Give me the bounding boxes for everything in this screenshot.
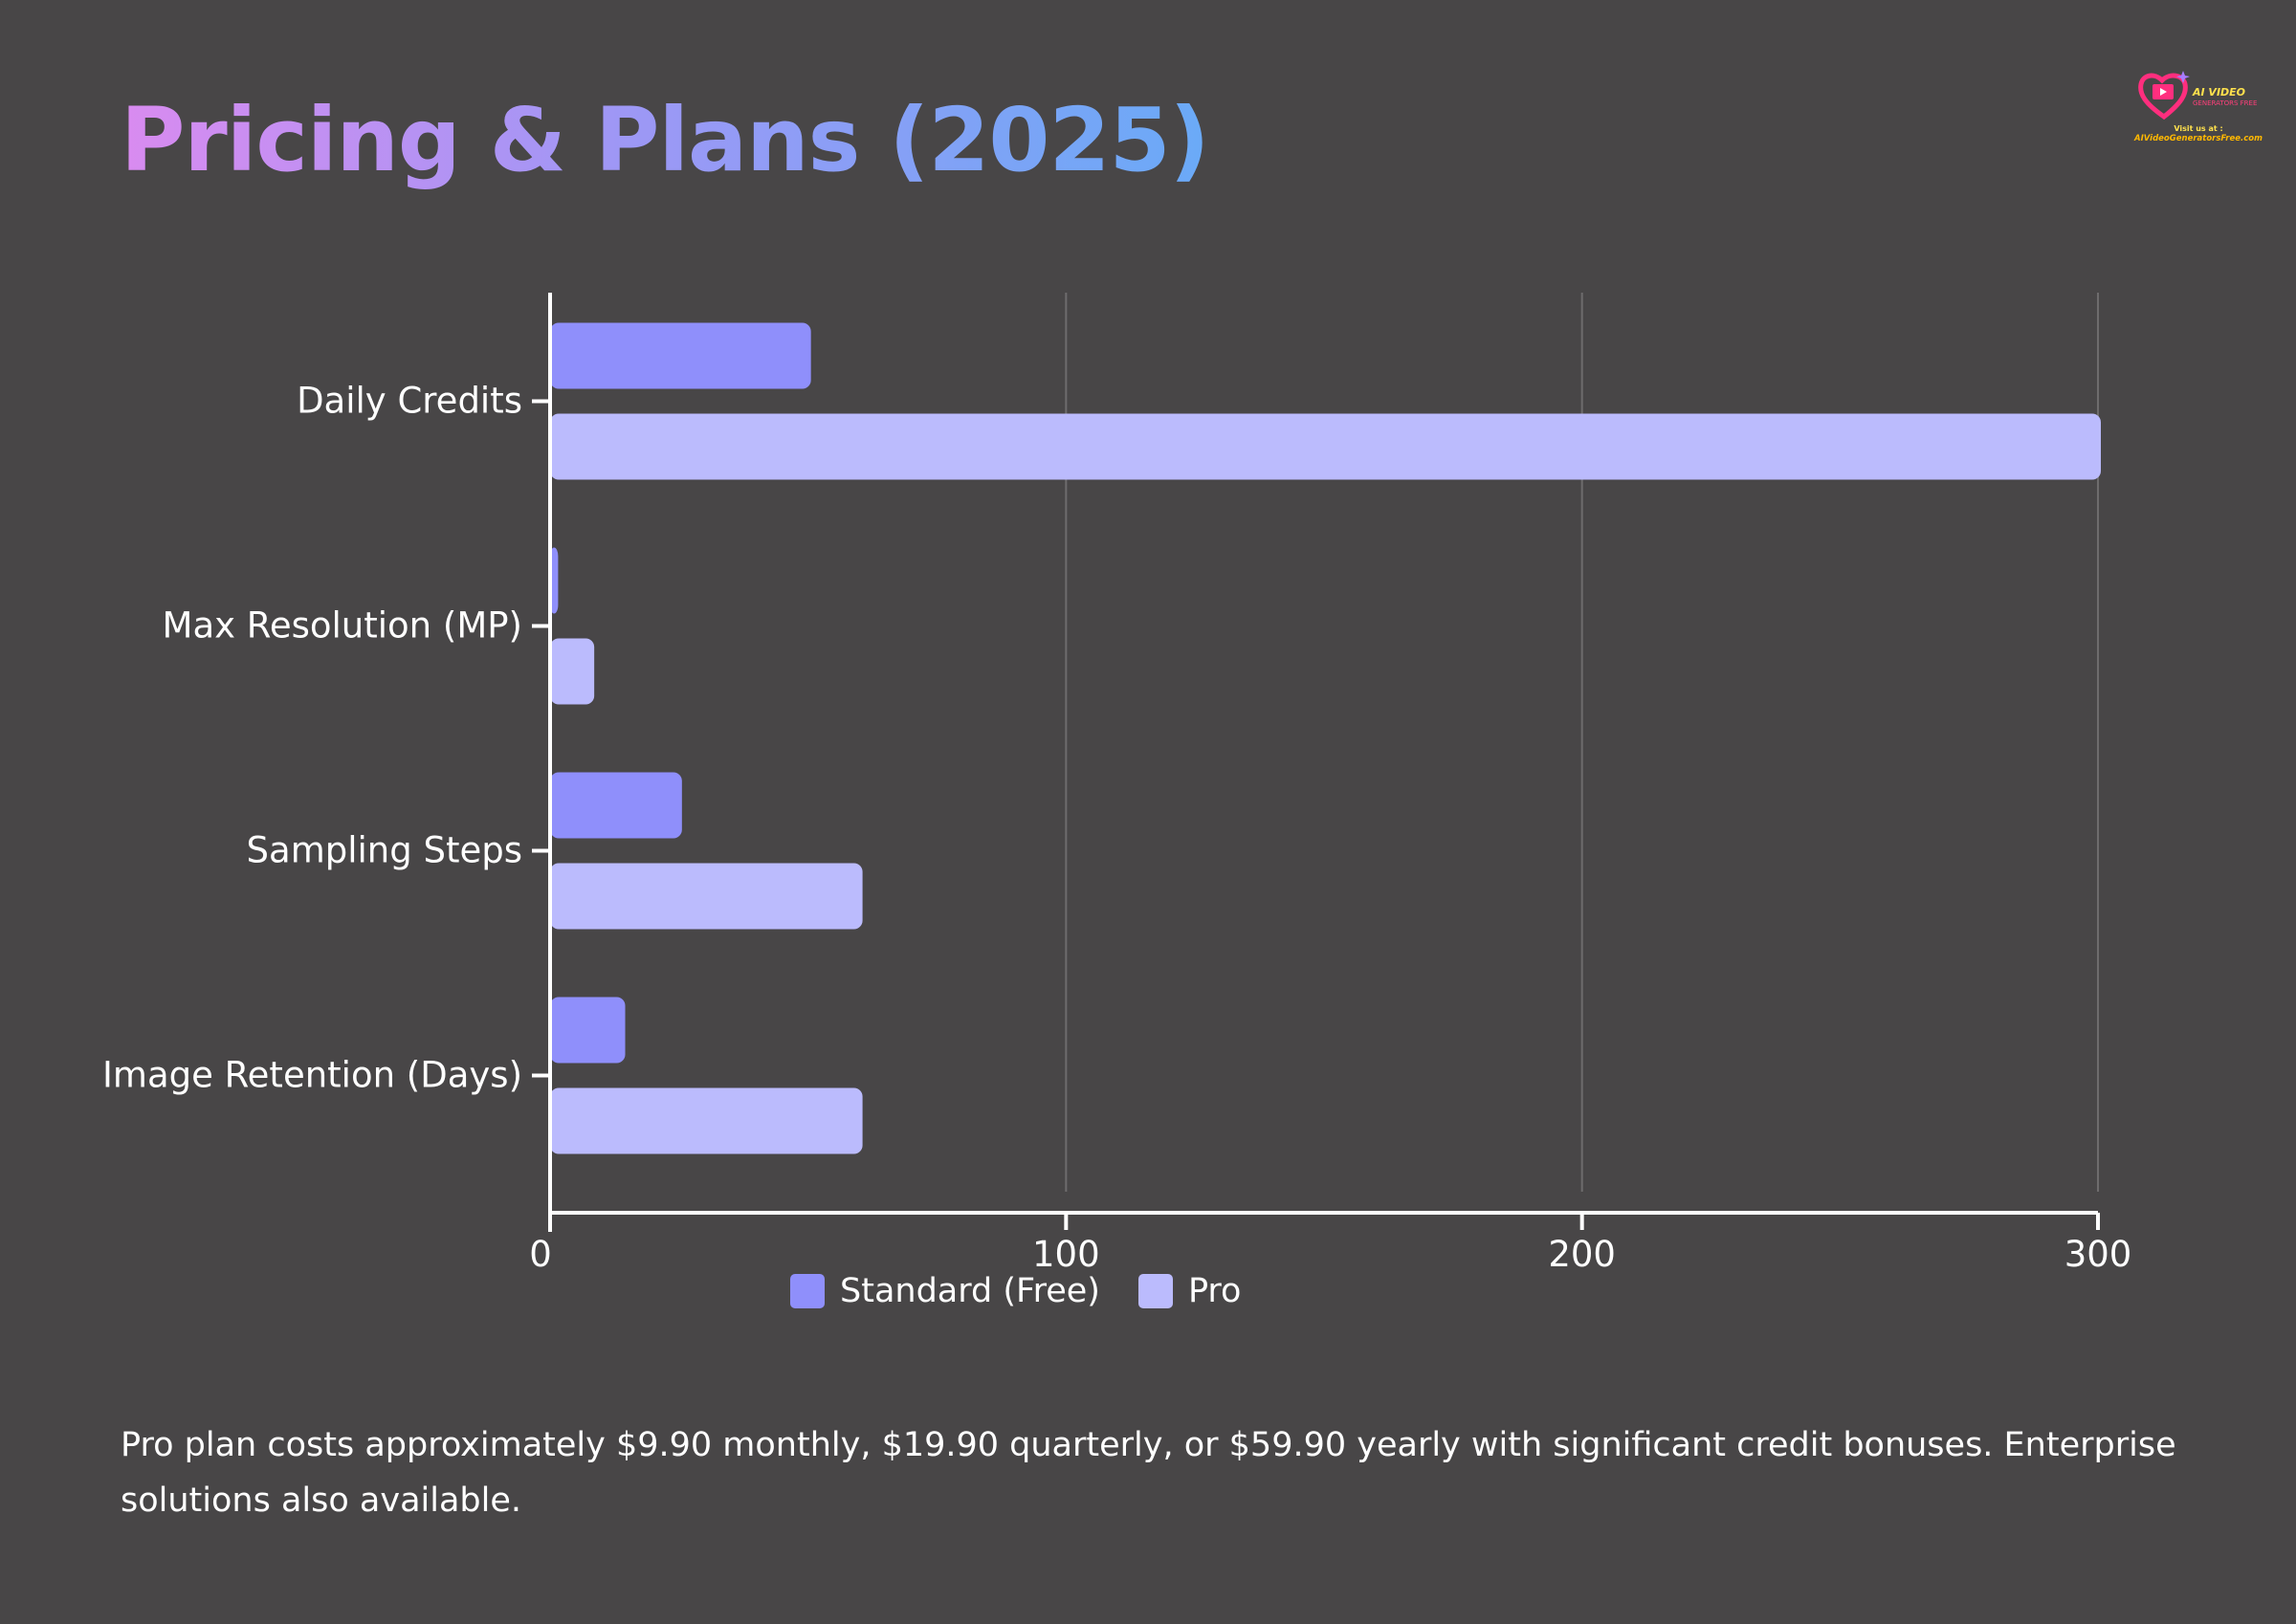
y-tick-label: Image Retention (Days) [102, 1055, 522, 1096]
bar-pro [550, 638, 595, 705]
legend-item-standard[interactable]: Standard (Free) [790, 1272, 1100, 1310]
legend-item-pro[interactable]: Pro [1137, 1272, 1242, 1310]
bar-standard [550, 772, 682, 839]
logo-line1: AI VIDEO [2193, 86, 2246, 99]
logo-line2: GENERATORS FREE [2193, 99, 2258, 107]
bar-standard [550, 997, 626, 1064]
y-tick-label: Max Resolution (MP) [163, 605, 522, 647]
logo-heart-icon [2138, 71, 2190, 121]
chart-legend: Standard (Free) Pro [790, 1272, 1241, 1310]
bar-pro [550, 1087, 863, 1154]
pricing-footnote: Pro plan costs approximately $9.90 month… [121, 1426, 2176, 1520]
bar-pro [550, 863, 863, 930]
legend-swatch-pro [1137, 1274, 1173, 1308]
x-tick-label: 100 [1032, 1234, 1100, 1275]
legend-label-pro: Pro [1187, 1272, 1242, 1310]
logo-url: AIVideoGeneratorsFree.com [2134, 134, 2263, 143]
legend-label-standard: Standard (Free) [840, 1272, 1100, 1310]
x-tick-label: 0 [529, 1234, 552, 1275]
brand-logo: AI VIDEO GENERATORS FREE Visit us at : A… [2134, 69, 2263, 147]
bar-chart: Daily Credits Max Resolution (MP) Sampling… [102, 293, 2132, 1275]
legend-swatch-standard [790, 1274, 825, 1308]
bar-standard [550, 322, 811, 389]
page-title: Pricing & Plans (2025) [121, 88, 1210, 193]
bar-standard [550, 547, 559, 614]
bar-pro [550, 413, 2101, 480]
y-tick-label: Daily Credits [297, 381, 522, 422]
x-tick-label: 300 [2064, 1234, 2132, 1275]
x-tick-label: 200 [1548, 1234, 1616, 1275]
logo-visit: Visit us at : [2174, 124, 2223, 133]
y-tick-label: Sampling Steps [247, 830, 522, 871]
